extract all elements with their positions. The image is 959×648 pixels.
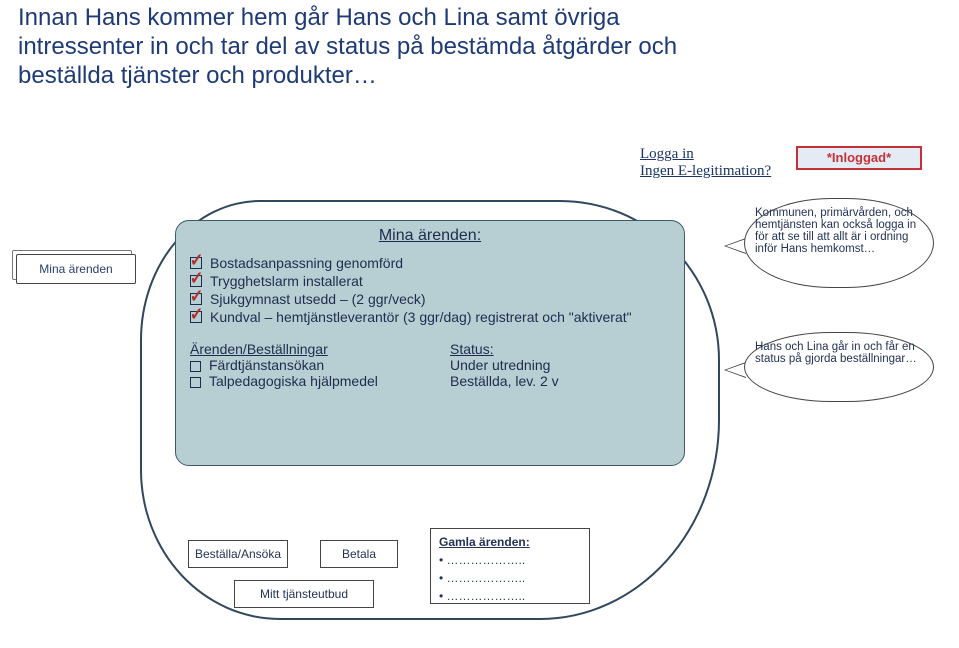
checkbox-icon: ✓ (190, 311, 202, 323)
login-link[interactable]: Logga in (640, 146, 790, 163)
order-name: Färdtjänstansökan (209, 357, 324, 373)
checkbox-icon (190, 361, 201, 372)
order-status: Under utredning (450, 357, 559, 373)
checklist-item: ✓ Sjukgymnast utsedd – (2 ggr/veck) (190, 291, 670, 307)
order-status: Beställda, lev. 2 v (450, 373, 559, 389)
checklist-item: ✓ Bostadsanpassning genomförd (190, 255, 670, 271)
callout-note-2: Hans och Lina går in och får en status p… (744, 332, 934, 402)
left-tab[interactable]: Mina ärenden (16, 254, 136, 284)
order-name: Talpedagogiska hjälpmedel (209, 373, 378, 389)
callout-tail-icon (724, 362, 746, 378)
order-apply-button[interactable]: Beställa/Ansöka (188, 540, 288, 568)
order-row: Färdtjänstansökan (190, 357, 450, 373)
old-case-row: • ……………….. (439, 551, 581, 569)
callout-tail-icon (724, 238, 746, 254)
orders-section: Ärenden/Beställningar Färdtjänstansökan … (190, 341, 670, 389)
my-cases-title: Mina ärenden: (190, 227, 670, 245)
checkmark-icon: ✓ (190, 304, 204, 325)
checkbox-icon (190, 377, 201, 388)
no-eid-link[interactable]: Ingen E-legitimation? (640, 163, 790, 180)
my-cases-card: Mina ärenden: ✓ Bostadsanpassning genomf… (175, 220, 685, 466)
checklist-item: ✓ Trygghetslarm installerat (190, 273, 670, 289)
old-case-row: • ……………….. (439, 569, 581, 587)
old-case-row: • ……………….. (439, 587, 581, 605)
checklist-label: Kundval – hemtjänstleverantör (3 ggr/dag… (210, 309, 632, 325)
orders-heading-right: Status: (450, 341, 559, 357)
old-cases-panel: Gamla ärenden: • ……………….. • ……………….. • …… (430, 528, 590, 604)
callout-note-1: Kommunen, primärvården, och hemtjänsten … (744, 198, 934, 288)
checklist-item: ✓ Kundval – hemtjänstleverantör (3 ggr/d… (190, 309, 670, 325)
orders-heading-left: Ärenden/Beställningar (190, 341, 450, 357)
pay-button[interactable]: Betala (320, 540, 398, 568)
page-title: Innan Hans kommer hem går Hans och Lina … (18, 4, 718, 90)
login-status-badge: *Inloggad* (796, 146, 922, 170)
checklist-label: Bostadsanpassning genomförd (210, 255, 403, 271)
old-cases-title: Gamla ärenden: (439, 533, 581, 551)
order-row: Talpedagogiska hjälpmedel (190, 373, 450, 389)
checklist-label: Trygghetslarm installerat (210, 273, 363, 289)
checklist-label: Sjukgymnast utsedd – (2 ggr/veck) (210, 291, 426, 307)
login-links: Logga in Ingen E-legitimation? (640, 146, 790, 180)
my-services-button[interactable]: Mitt tjänsteutbud (234, 580, 374, 608)
